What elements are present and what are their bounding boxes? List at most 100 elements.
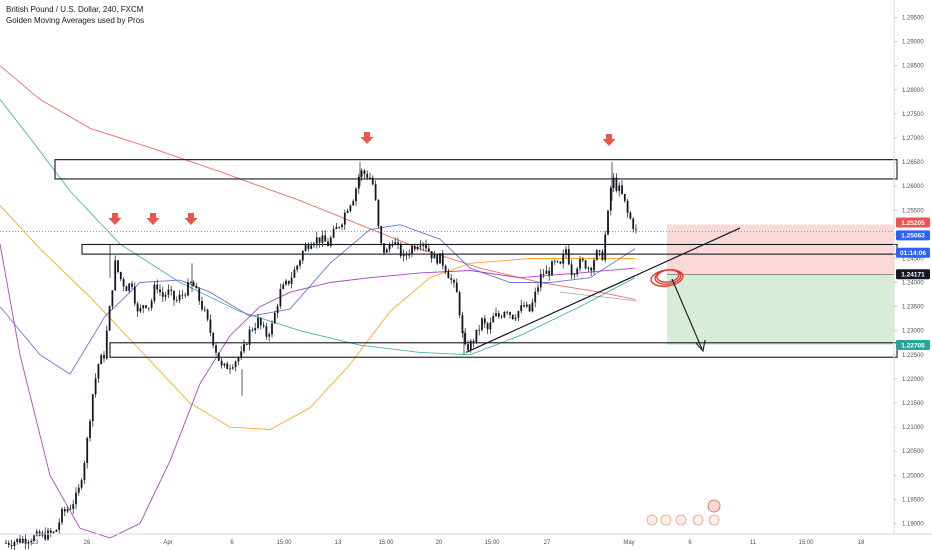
candle-down (430, 251, 433, 259)
candle-up (189, 282, 192, 283)
candle-down (220, 360, 223, 366)
candle-up (271, 323, 273, 335)
candle-up (489, 322, 492, 330)
candle-down (626, 200, 629, 213)
candle-up (97, 364, 100, 379)
candle-up (5, 542, 7, 544)
candle-down (397, 242, 399, 244)
candle-up (86, 438, 89, 463)
y-tick-label: 1.19000 (902, 522, 924, 528)
candle-down (458, 292, 461, 316)
x-tick-label: 11 (750, 540, 757, 546)
candle-down (192, 282, 195, 287)
candle-up (296, 265, 299, 270)
candle-down (377, 199, 380, 227)
candle-down (117, 260, 119, 273)
candle-up (576, 268, 579, 275)
candle-up (153, 284, 156, 301)
candle-up (35, 531, 38, 536)
event-flag-icon[interactable] (646, 514, 658, 526)
candle-up (178, 294, 181, 301)
candle-up (285, 280, 287, 285)
event-flag-icon[interactable] (675, 514, 687, 526)
x-tick-label: 15:00 (276, 540, 292, 546)
candle-down (601, 251, 604, 261)
candle-up (315, 237, 318, 244)
event-flag-icon[interactable] (660, 514, 672, 526)
support-zone[interactable] (109, 342, 898, 358)
candle-up (433, 254, 436, 259)
price-label-text: 1.25205 (901, 220, 925, 227)
candle-up (520, 305, 523, 312)
candle-up (411, 246, 413, 254)
candle-up (346, 210, 349, 213)
candle-up (55, 529, 58, 532)
y-tick-label: 1.26500 (902, 160, 924, 166)
candle-up (360, 170, 363, 177)
candle-down (497, 313, 500, 317)
candle-down (632, 218, 635, 229)
x-tick-label: 23 (32, 540, 39, 546)
candle-up (537, 287, 539, 292)
event-flag-icon[interactable] (692, 514, 704, 526)
candle-down (63, 509, 66, 512)
candle-up (83, 462, 86, 481)
y-tick-label: 1.29500 (902, 16, 924, 22)
candle-up (273, 312, 276, 324)
candle-down (173, 290, 175, 301)
candle-down (324, 235, 327, 242)
candle-down (371, 177, 374, 185)
candle-down (245, 344, 248, 345)
candle-up (58, 522, 61, 530)
price-label-badge (896, 339, 930, 350)
candle-up (301, 250, 304, 261)
x-tick-label: 26 (84, 540, 91, 546)
candle-down (635, 228, 637, 230)
candle-down (506, 311, 509, 313)
highlight-circle[interactable] (656, 269, 680, 284)
event-flag-icon[interactable] (707, 499, 721, 513)
candle-up (257, 318, 259, 329)
candle-down (467, 344, 469, 351)
candle-down (119, 272, 122, 280)
price-label-text: 1.24171 (901, 272, 925, 279)
candle-up (94, 378, 97, 395)
candle-up (72, 504, 75, 509)
event-flag-icon[interactable] (708, 514, 720, 526)
marker-arrow-icon (360, 132, 374, 144)
candle-up (478, 329, 481, 331)
candle-up (329, 237, 332, 247)
y-tick-label: 1.27000 (902, 136, 924, 142)
take-profit-zone[interactable] (667, 274, 894, 345)
candle-up (416, 247, 419, 250)
candle-up (142, 305, 145, 309)
price-label-badge (896, 217, 930, 228)
trendline[interactable] (465, 227, 741, 353)
candle-down (136, 303, 139, 312)
resistance-zone[interactable] (54, 159, 898, 180)
candle-up (105, 330, 108, 359)
stop-loss-zone[interactable] (667, 224, 894, 275)
candle-down (131, 283, 133, 287)
candle-down (570, 264, 573, 276)
candle-down (175, 300, 178, 301)
marker-arrow-icon (108, 213, 122, 225)
candle-down (455, 282, 458, 293)
candle-up (604, 234, 607, 261)
candle-down (598, 250, 601, 252)
candle-up (150, 300, 153, 308)
candle-up (539, 274, 542, 288)
candle-up (254, 328, 257, 331)
y-tick-label: 1.28000 (902, 88, 924, 94)
candle-down (24, 538, 27, 544)
candle-up (243, 344, 245, 352)
y-tick-label: 1.22000 (902, 377, 924, 383)
price-label-text: 1.25063 (901, 233, 925, 240)
candle-down (259, 318, 262, 326)
projection-arrow[interactable] (671, 278, 703, 350)
candle-up (187, 282, 189, 296)
y-tick-label: 1.26000 (902, 184, 924, 190)
candle-up (167, 289, 170, 296)
candle-down (318, 237, 321, 243)
